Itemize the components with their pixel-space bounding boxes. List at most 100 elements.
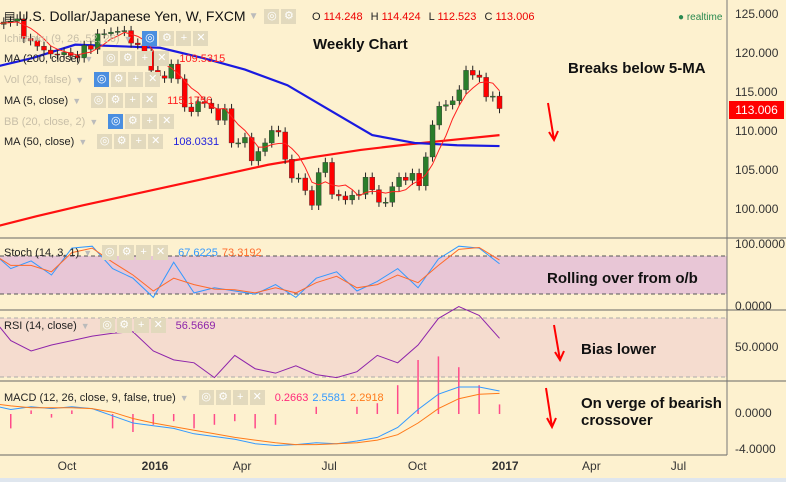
candle-body: [14, 18, 20, 22]
candle-body: [295, 177, 302, 180]
candle-body: [496, 95, 503, 109]
candle-body: [81, 45, 87, 59]
rsi-legend[interactable]: RSI (14, close) ▼ ◎ ⚙ + ✕ 56.5669: [4, 318, 216, 333]
candle-body: [470, 70, 476, 76]
candle-body: [135, 42, 141, 45]
time-axis-label: Apr: [582, 459, 601, 473]
visibility-button[interactable]: ◎: [103, 51, 119, 66]
stoch-d-line: [0, 246, 500, 294]
candle-body: [289, 159, 295, 179]
candle-body: [114, 31, 121, 33]
settings-button[interactable]: ⚙: [281, 8, 297, 24]
candle-body: [235, 142, 241, 145]
macd-axis-label: -4.0000: [735, 442, 776, 456]
chevron-down-icon[interactable]: ▼: [78, 136, 88, 147]
chevron-down-icon[interactable]: ▼: [123, 33, 133, 44]
legend-row[interactable]: MA (50, close) ▼ ◎ ⚙ + ✕ 108.0331: [4, 134, 219, 149]
add-button[interactable]: +: [142, 114, 158, 129]
stoch-legend[interactable]: Stoch (14, 3, 1) ▼ ◎ ⚙ + ✕ 67.6225 73.3192: [4, 245, 262, 260]
add-button[interactable]: +: [176, 31, 192, 46]
ma5-line: [0, 21, 500, 197]
remove-button[interactable]: ✕: [142, 93, 158, 108]
legend-row[interactable]: MA (200, close) ▼ ◎ ⚙ + ✕ 109.5315: [4, 51, 225, 66]
candle-body: [329, 162, 335, 195]
remove-button[interactable]: ✕: [154, 51, 170, 66]
candle-body: [242, 137, 248, 144]
candle-body: [161, 75, 168, 79]
candle-body: [108, 31, 114, 34]
price-axis-label: 115.000: [735, 85, 778, 99]
legend-row[interactable]: Ichimoku (9, 26, 52, 26) ▼ ◎ ⚙ + ✕: [4, 31, 209, 46]
annotation-arrows: [545, 102, 565, 430]
settings-button[interactable]: ⚙: [125, 114, 141, 129]
visibility-button[interactable]: ◎: [97, 134, 113, 149]
ohlc-readout: O 114.248 H 114.424 L 112.523 C 113.006: [312, 11, 535, 23]
visibility-button[interactable]: ◎: [91, 93, 107, 108]
macd-signal-value: 2.2918: [350, 391, 384, 404]
candle-body: [483, 77, 489, 98]
candle-body: [74, 55, 81, 59]
chevron-down-icon[interactable]: ▼: [72, 95, 82, 106]
candle-body: [449, 100, 456, 105]
price-axis-label: 100.000: [735, 202, 779, 216]
candle-body: [490, 95, 496, 98]
add-button[interactable]: +: [125, 93, 141, 108]
add-button[interactable]: +: [137, 51, 153, 66]
candle-body: [101, 33, 107, 35]
candle-body: [396, 177, 402, 187]
chevron-down-icon[interactable]: ▼: [248, 10, 259, 22]
candle-body: [21, 18, 27, 39]
candle-body: [27, 38, 34, 41]
visibility-button[interactable]: ◎: [142, 31, 158, 46]
chevron-down-icon[interactable]: ▼: [84, 53, 94, 64]
macd-value: 2.5581: [312, 391, 347, 404]
legend-row[interactable]: Vol (20, false) ▼ ◎ ⚙ + ✕: [4, 72, 161, 87]
visibility-button[interactable]: ◎: [108, 114, 124, 129]
candle-body: [121, 30, 128, 32]
symbol-title[interactable]: ▤ U.S. Dollar/Japanese Yen, W, FXCM ▼ ◎ ⚙: [4, 8, 297, 24]
macd-legend[interactable]: MACD (12, 26, close, 9, false, true) ▼ ◎ ⚙…: [4, 390, 384, 405]
candle-body: [228, 108, 235, 144]
visibility-button[interactable]: ◎: [264, 8, 280, 24]
settings-button[interactable]: ⚙: [159, 31, 175, 46]
candle-body: [382, 201, 389, 204]
candle-body: [416, 173, 422, 187]
candle-body: [54, 53, 61, 56]
last-price-tag: 113.006: [729, 101, 784, 119]
remove-button[interactable]: ✕: [159, 114, 175, 129]
chart-type-icon[interactable]: ▤: [4, 9, 16, 23]
add-button[interactable]: +: [131, 134, 147, 149]
candles: [1, 14, 503, 210]
stoch-k-line: [0, 245, 500, 299]
remove-button[interactable]: ✕: [193, 31, 209, 46]
rsi-axis-label: 50.0000: [735, 340, 779, 354]
settings-button[interactable]: ⚙: [114, 134, 130, 149]
annotation-price: Breaks below 5-MA: [568, 60, 706, 77]
candle-body: [349, 194, 355, 201]
candle-body: [443, 104, 449, 107]
annotation-rsi: Bias lower: [581, 341, 657, 358]
arrow-down-icon: [547, 102, 559, 143]
weekly-chart-label: Weekly Chart: [313, 36, 408, 53]
rsi-series: [0, 306, 500, 379]
signal-line: [0, 392, 500, 446]
remove-button[interactable]: ✕: [145, 72, 161, 87]
legend-value: 109.5315: [179, 52, 226, 65]
candle-body: [94, 33, 101, 50]
settings-button[interactable]: ⚙: [111, 72, 127, 87]
legend-value: 115.1756: [167, 94, 213, 107]
add-button[interactable]: +: [128, 72, 144, 87]
chevron-down-icon[interactable]: ▼: [75, 74, 85, 85]
legend-row[interactable]: MA (5, close) ▼ ◎ ⚙ + ✕ 115.1756: [4, 93, 212, 108]
remove-button[interactable]: ✕: [148, 134, 164, 149]
visibility-button[interactable]: ◎: [94, 72, 110, 87]
candle-body: [309, 190, 315, 206]
settings-button[interactable]: ⚙: [120, 51, 136, 66]
settings-button[interactable]: ⚙: [108, 93, 124, 108]
stoch-series: [0, 245, 500, 299]
chevron-down-icon[interactable]: ▼: [89, 116, 99, 127]
time-axis-label: 2017: [491, 459, 519, 473]
legend-row[interactable]: BB (20, close, 2) ▼ ◎ ⚙ + ✕: [4, 114, 175, 129]
candle-body: [282, 131, 288, 160]
